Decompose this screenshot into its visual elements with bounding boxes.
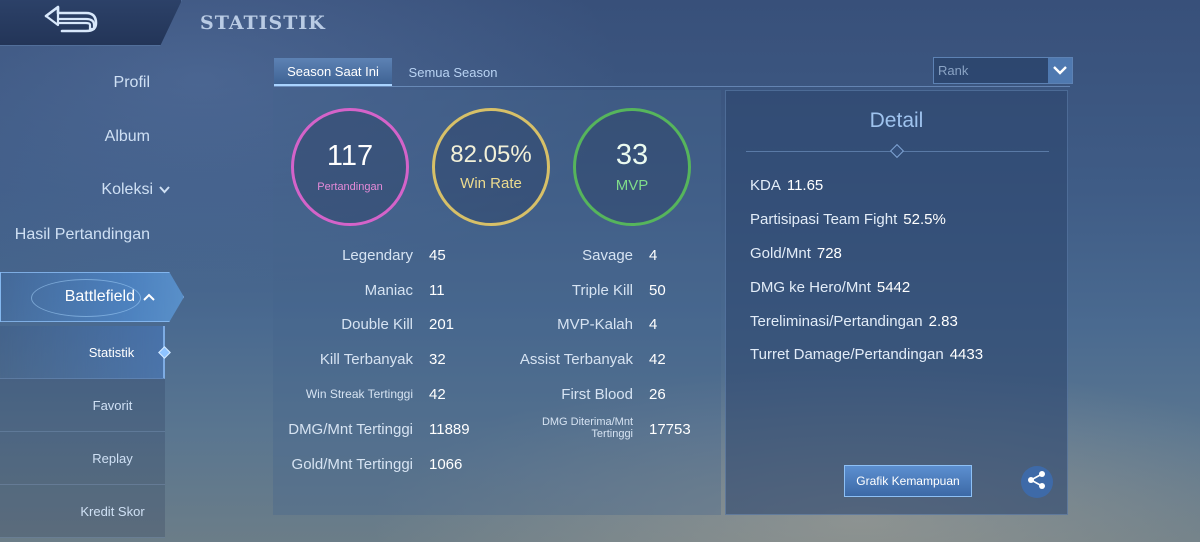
sub-item-statistik[interactable]: Statistik (0, 326, 171, 379)
stat-value-gold-mnt-tertinggi: 1066 (429, 456, 463, 473)
detail-label: Partisipasi Team Fight (750, 211, 898, 228)
sub-item-label: Statistik (88, 344, 135, 360)
detail-divider (746, 143, 1049, 159)
detail-panel: Detail KDA 11.65 Partisipasi Team Fight 52… (725, 90, 1068, 515)
stat-label-triple-kill: Triple Kill (571, 282, 633, 299)
tab-season-saat-ini[interactable]: Season Saat Ini (274, 58, 392, 86)
detail-value: 4433 (949, 346, 984, 363)
stat-label-maniac: Maniac (364, 282, 413, 299)
detail-row-tereliminasi: Tereliminasi/Pertandingan 2.83 (750, 313, 958, 330)
stat-label-kill-terbanyak: Kill Terbanyak (319, 351, 413, 368)
stat-label-mvp-kalah: MVP-Kalah (557, 316, 633, 333)
detail-value: 52.5% (903, 211, 946, 228)
stat-label-double-kill: Double Kill (341, 316, 413, 333)
stat-value-assist-terbanyak: 42 (649, 351, 666, 368)
mode-dropdown[interactable]: Rank (933, 57, 1073, 84)
stat-label-dmg-mnt-tertinggi: DMG/Mnt Tertinggi (288, 421, 413, 438)
stat-label-gold-mnt-tertinggi: Gold/Mnt Tertinggi (291, 456, 413, 473)
stat-value-triple-kill: 50 (649, 282, 666, 299)
tab-divider (274, 86, 1070, 87)
chevron-up-icon (143, 288, 155, 306)
tab-label: Semua Season (408, 64, 498, 80)
stat-value-maniac: 11 (429, 282, 445, 299)
mvp-value: 33 (615, 138, 649, 171)
detail-value: 5442 (876, 279, 911, 296)
detail-label: Gold/Mnt (750, 245, 811, 262)
stat-value-dmg-mnt-tertinggi: 11889 (429, 421, 470, 438)
matches-value: 117 (326, 140, 374, 173)
back-button[interactable] (0, 0, 182, 46)
sub-item-label: Kredit Skor (80, 503, 145, 519)
sidebar-item-battlefield[interactable]: Battlefield (0, 272, 184, 322)
sub-menu: Statistik Favorit Replay Kredit Skor (0, 326, 171, 538)
share-icon (1027, 470, 1047, 495)
sub-item-label: Favorit (92, 397, 133, 413)
sidebar-item-profil[interactable]: Profil (114, 74, 150, 92)
winrate-value: 82.05% (450, 141, 532, 169)
matches-circle: 117 Pertandingan (291, 108, 409, 226)
detail-value: 2.83 (928, 313, 958, 330)
back-arrow-icon (44, 5, 100, 40)
stat-value-kill-terbanyak: 32 (429, 351, 446, 368)
stat-value-dmg-diterima: 17753 (649, 421, 691, 438)
detail-label: Tereliminasi/Pertandingan (750, 313, 923, 330)
stat-label-dmg-diterima: DMG Diterima/Mnt Tertinggi (541, 416, 633, 440)
sidebar-item-hasil-pertandingan[interactable]: Hasil Pertandingan (10, 226, 150, 243)
stat-value-mvp-kalah: 4 (649, 316, 658, 333)
sub-item-replay[interactable]: Replay (0, 432, 165, 485)
detail-value: 11.65 (786, 177, 824, 194)
sidebar-item-album[interactable]: Album (105, 128, 150, 146)
stat-value-win-streak: 42 (429, 386, 446, 403)
winrate-circle: 82.05% Win Rate (432, 108, 550, 226)
dropdown-value: Rank (938, 63, 969, 78)
tab-label: Season Saat Ini (287, 63, 379, 79)
page-title: STATISTIK (200, 12, 326, 34)
stat-value-double-kill: 201 (429, 316, 455, 333)
stats-panel: 117 Pertandingan 82.05% Win Rate 33 MVP … (273, 90, 721, 515)
sub-item-favorit[interactable]: Favorit (0, 379, 165, 432)
stat-value-savage: 4 (649, 247, 658, 264)
stat-value-legendary: 45 (429, 247, 446, 264)
chevron-down-icon (159, 185, 170, 197)
sub-item-kredit-skor[interactable]: Kredit Skor (0, 485, 165, 538)
detail-label: Turret Damage/Pertandingan (750, 346, 944, 363)
stat-label-win-streak: Win Streak Tertinggi (305, 387, 413, 401)
detail-row-team-fight: Partisipasi Team Fight 52.5% (750, 211, 946, 228)
detail-label: KDA (750, 177, 781, 194)
sidebar: Profil Album Koleksi Hasil Pertandingan … (0, 46, 190, 542)
sidebar-item-label: Profil (113, 74, 150, 91)
stat-value-first-blood: 26 (649, 386, 666, 403)
detail-label: DMG ke Hero/Mnt (750, 279, 871, 296)
detail-row-gold-mnt: Gold/Mnt 728 (750, 245, 842, 262)
grafik-kemampuan-button[interactable]: Grafik Kemampuan (844, 465, 972, 497)
detail-row-kda: KDA 11.65 (750, 177, 823, 194)
decorative-swirl (31, 279, 141, 317)
divider-gem-icon (889, 143, 905, 159)
active-indicator-icon (158, 346, 171, 359)
stat-label-first-blood: First Blood (561, 386, 633, 403)
detail-row-turret-damage: Turret Damage/Pertandingan 4433 (750, 346, 983, 363)
matches-label: Pertandingan (317, 180, 383, 193)
stat-label-assist-terbanyak: Assist Terbanyak (519, 351, 633, 368)
winrate-label: Win Rate (460, 174, 522, 192)
detail-value: 728 (816, 245, 842, 262)
share-button[interactable] (1021, 466, 1053, 498)
sidebar-item-label: Hasil Pertandingan (14, 226, 150, 243)
chevron-down-icon[interactable] (1048, 58, 1072, 83)
detail-title: Detail (869, 109, 924, 132)
stat-label-legendary: Legendary (342, 247, 413, 264)
sidebar-item-label: Album (104, 128, 150, 145)
stat-label-savage: Savage (582, 247, 633, 264)
sub-item-label: Replay (92, 450, 133, 466)
sidebar-item-koleksi[interactable]: Koleksi (101, 181, 170, 199)
mvp-circle: 33 MVP (573, 108, 691, 226)
mvp-label: MVP (615, 177, 649, 195)
detail-row-dmg-hero: DMG ke Hero/Mnt 5442 (750, 279, 910, 296)
sidebar-item-label: Koleksi (101, 181, 153, 198)
tab-semua-season[interactable]: Semua Season (398, 58, 508, 86)
